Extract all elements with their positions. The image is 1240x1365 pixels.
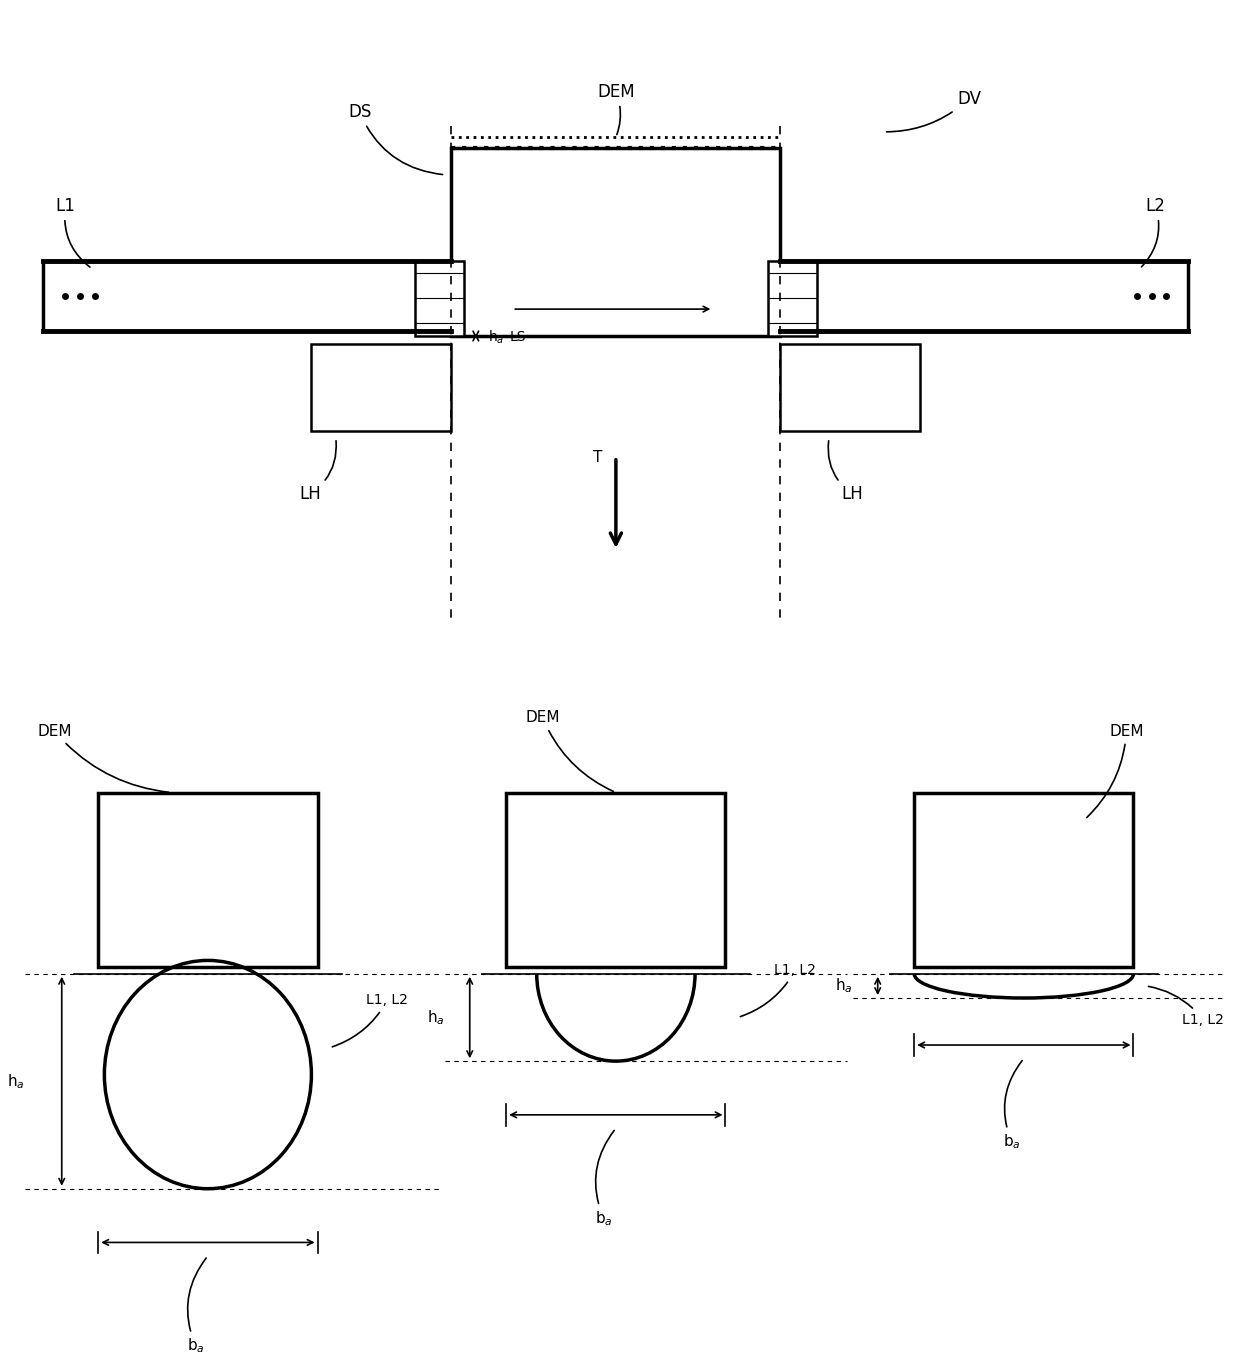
Bar (768, 261, 817, 336)
Text: LH: LH (299, 441, 336, 504)
Text: L2: L2 (1142, 197, 1166, 266)
Text: h$_a$: h$_a$ (489, 329, 505, 345)
Text: b$_a$: b$_a$ (187, 1259, 206, 1355)
Text: h$_a$: h$_a$ (835, 976, 853, 995)
Text: L1, L2: L1, L2 (740, 964, 816, 1017)
Bar (98, 793, 317, 968)
Text: DEM: DEM (598, 83, 635, 135)
Text: b$_a$: b$_a$ (595, 1130, 614, 1227)
Text: LH: LH (828, 441, 863, 504)
Bar (311, 344, 451, 431)
Text: L1, L2: L1, L2 (332, 994, 408, 1047)
Bar (451, 147, 780, 336)
Text: DS: DS (348, 104, 443, 175)
Text: DEM: DEM (526, 710, 614, 792)
FancyBboxPatch shape (780, 261, 1188, 330)
Text: L1, L2: L1, L2 (1148, 987, 1224, 1026)
Text: T: T (593, 450, 603, 465)
FancyBboxPatch shape (43, 261, 451, 330)
Text: DEM: DEM (1086, 723, 1143, 818)
Text: h$_a$: h$_a$ (427, 1009, 445, 1026)
Text: L1: L1 (56, 197, 91, 268)
Bar (415, 261, 464, 336)
Bar (506, 793, 725, 968)
Bar (780, 344, 920, 431)
Text: b$_a$: b$_a$ (1003, 1061, 1022, 1151)
Text: h$_a$: h$_a$ (7, 1072, 25, 1091)
Text: DEM: DEM (37, 723, 169, 792)
Text: LS: LS (510, 330, 527, 344)
Text: DV: DV (887, 90, 981, 132)
Bar (914, 793, 1133, 968)
